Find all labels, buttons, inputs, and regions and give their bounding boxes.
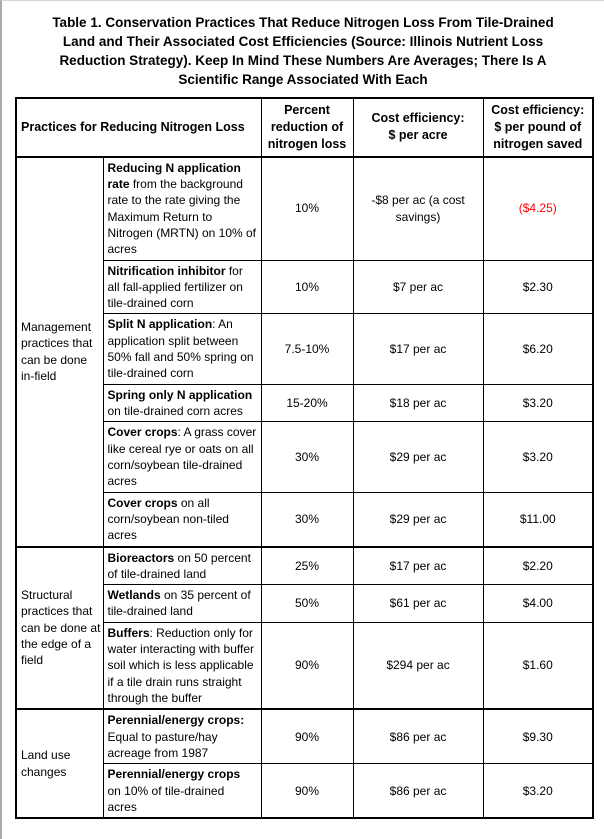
cost-per-pound-cell: $2.30 [482,259,594,315]
table-row: Cover crops on all corn/soybean non-tile… [16,491,594,548]
cost-per-acre-cell: $17 per ac [352,313,484,385]
table-row: Structural practices that can be done at… [15,545,594,710]
practice-name: Buffers [107,625,150,640]
table-row: Land use changes Perennial/energy crops: … [15,708,594,819]
practice-cell: Spring only N application on tile-draine… [102,383,262,423]
cost-per-pound-cell: $2.20 [482,545,594,586]
conservation-practices-table: Practices for Reducing Nitrogen Loss Per… [15,96,595,820]
practice-cell: Perennial/energy crops: Equal to pasture… [102,708,262,765]
cost-per-acre-cell: $29 per ac [352,421,484,493]
percent-reduction-cell: 10% [260,259,354,315]
practice-description: on 50 percent of tile-drained land [107,550,251,581]
cost-per-pound-cell: ($4.25) [482,156,594,261]
cost-per-pound-cell: $1.60 [482,621,594,710]
percent-reduction-cell: 15-20% [260,383,354,423]
practice-description: on all corn/soybean non-tiled acres [107,495,229,543]
cost-per-pound-cell: $6.20 [482,313,594,385]
category-cell: Management practices that can be done in… [15,156,104,547]
cost-per-pound-cell: $3.20 [482,383,594,423]
header-cost-per-pound-column: Cost efficiency: $ per pound of nitrogen… [482,97,594,158]
cost-per-acre-cell: $86 per ac [352,708,484,765]
practice-name: Cover crops [107,425,178,440]
practice-cell: Buffers: Reduction only for water intera… [102,621,262,710]
header-row: Practices for Reducing Nitrogen Loss Per… [15,97,594,158]
table-row: Cover crops: A grass cover like cereal r… [16,421,594,493]
practice-description: Equal to pasture/hay acreage from 1987 [107,729,218,760]
practice-cell: Cover crops on all corn/soybean non-tile… [102,491,262,548]
practice-cell: Perennial/energy crops on 10% of tile-dr… [102,763,262,819]
percent-reduction-cell: 30% [260,491,354,548]
practice-name: Nitrification inhibitor [107,263,226,278]
practice-name: Reducing N application rate [107,160,241,191]
percent-reduction-cell: 50% [260,584,354,623]
practice-name: Bioreactors [107,550,175,565]
practice-cell: Cover crops: A grass cover like cereal r… [102,421,262,493]
percent-reduction-cell: 90% [260,621,354,710]
cost-per-pound-cell: $9.30 [482,708,594,765]
cost-per-acre-cell: $294 per ac [352,621,484,710]
table-row: Buffers: Reduction only for water intera… [16,621,594,710]
practice-name: Wetlands [107,588,161,603]
percent-reduction-cell: 10% [260,156,354,261]
table-body: Management practices that can be done in… [15,156,594,819]
percent-reduction-cell: 90% [260,708,354,765]
practice-name: Split N application [107,317,213,332]
table-row: Management practices that can be done in… [15,156,594,547]
percent-reduction-cell: 30% [260,421,354,493]
table-row: Perennial/energy crops on 10% of tile-dr… [16,763,594,819]
cost-per-acre-cell: $61 per ac [352,584,484,623]
cost-per-pound-cell: $11.00 [482,491,594,548]
practice-description: from the background rate to the rate giv… [107,176,257,257]
cost-per-acre-cell: $17 per ac [352,545,484,586]
percent-reduction-cell: 25% [260,545,354,586]
cost-per-acre-cell: $86 per ac [352,763,484,819]
cost-per-pound-cell: $4.00 [482,584,594,623]
percent-reduction-cell: 90% [260,763,354,819]
header-percent-reduction-column: Percent reduction of nitrogen loss [260,97,354,158]
table-title: Table 1. Conservation Practices That Red… [52,15,554,88]
cost-per-pound-cell: $3.20 [482,421,594,493]
practice-cell: Split N application: An application spli… [102,313,262,385]
practice-description: on tile-drained corn acres [107,404,243,418]
cost-per-pound-cell: $3.20 [482,763,594,819]
practice-cell: Bioreactors on 50 percent of tile-draine… [102,545,262,586]
table-row: Spring only N application on tile-draine… [16,383,594,423]
table-row: Wetlands on 35 percent of tile-drained l… [16,584,594,623]
cost-per-acre-cell: $7 per ac [352,259,484,315]
category-cell: Structural practices that can be done at… [15,545,104,710]
practice-cell: Nitrification inhibitor for all fall-app… [102,259,262,315]
practice-description: for all fall-applied fertilizer on tile-… [107,263,243,311]
header-practices-column: Practices for Reducing Nitrogen Loss [15,97,262,158]
cost-per-acre-cell: $18 per ac [352,383,484,423]
practice-cell: Wetlands on 35 percent of tile-drained l… [102,584,262,623]
percent-reduction-cell: 7.5-10% [260,313,354,385]
practice-description: : A grass cover like cereal rye or oats … [107,425,257,489]
table-row: Nitrification inhibitor for all fall-app… [16,259,594,315]
cost-per-acre-cell: $29 per ac [352,491,484,548]
practice-description: : Reduction only for water interacting w… [107,625,255,705]
practice-name: Cover crops [107,495,178,510]
category-cell: Land use changes [15,708,104,819]
table-header: Practices for Reducing Nitrogen Loss Per… [15,97,594,158]
header-cost-per-acre-column: Cost efficiency: $ per acre [352,97,484,158]
practice-name: Spring only N application [107,387,253,402]
practice-description: on 10% of tile-drained acres [107,783,225,814]
practice-description: on 35 percent of tile-drained land [107,588,251,619]
table-row: Split N application: An application spli… [16,313,594,385]
cost-per-acre-cell: -$8 per ac (a cost savings) [352,156,484,261]
practice-description: : An application split between 50% fall … [107,317,254,381]
practice-cell: Reducing N application rate from the bac… [102,156,262,261]
practice-name: Perennial/energy crops [107,767,241,782]
practice-name: Perennial/energy crops: [107,713,245,728]
